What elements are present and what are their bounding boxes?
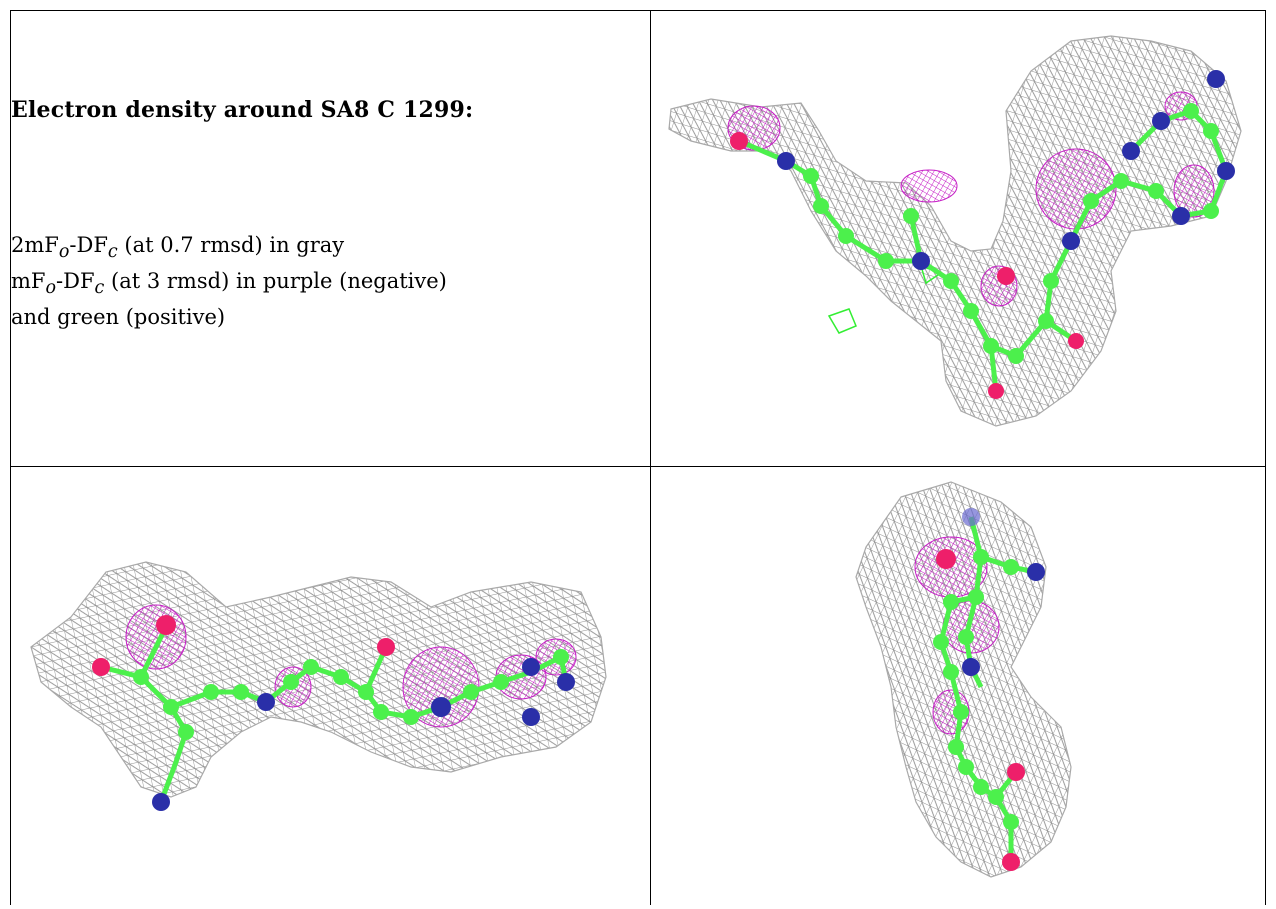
- legend-2fofc: 2mFo-DFc (at 0.7 rmsd) in gray: [11, 233, 345, 263]
- figure-description: 2mFo-DFc (at 0.7 rmsd) in gray mFo-DFc (…: [11, 231, 650, 332]
- density-view-top-right: [651, 11, 1266, 467]
- atoms: [730, 70, 1235, 399]
- density-view-bottom-left: [11, 467, 651, 905]
- legend-fofc: mFo-DFc (at 3 rmsd) in purple (negative): [11, 269, 447, 299]
- legend-positive: and green (positive): [11, 305, 226, 330]
- electron-density-view-3: [855, 481, 1072, 878]
- figure-title: Electron density around SA8 C 1299:: [11, 97, 474, 123]
- caption-cell: Electron density around SA8 C 1299: 2mFo…: [11, 11, 651, 467]
- electron-density-view-2: [30, 561, 607, 811]
- figure-table: Electron density around SA8 C 1299: 2mFo…: [10, 10, 1266, 905]
- density-view-bottom-right: [651, 467, 1266, 905]
- density-mesh-gray: [668, 35, 1242, 427]
- electron-density-view-1: [668, 35, 1242, 427]
